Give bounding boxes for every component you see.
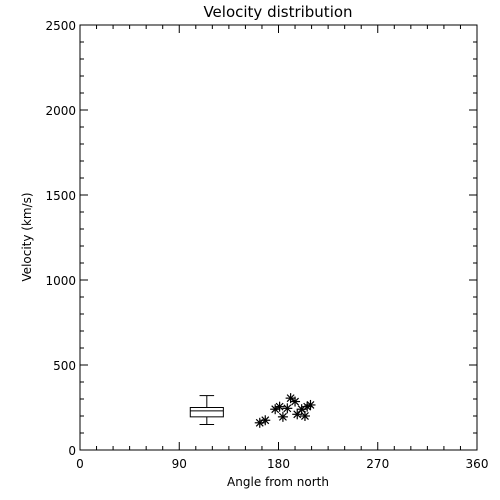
- y-tick-label: 1500: [45, 189, 76, 203]
- x-tick-label: 360: [466, 457, 489, 471]
- scatter-points: [254, 393, 316, 428]
- data-point-asterisk: [290, 396, 301, 407]
- data-point-asterisk: [305, 399, 316, 410]
- y-axis-ticks: 0 500 1000 1500 2000 2500: [45, 19, 477, 458]
- data-point-asterisk: [282, 403, 293, 414]
- y-tick-label: 2000: [45, 104, 76, 118]
- y-tick-label: 0: [68, 444, 76, 458]
- x-tick-label: 270: [366, 457, 389, 471]
- chart-title: Velocity distribution: [203, 3, 352, 21]
- data-point-asterisk: [302, 401, 313, 412]
- data-point-asterisk: [274, 401, 285, 412]
- y-tick-label: 1000: [45, 274, 76, 288]
- x-tick-label: 180: [267, 457, 290, 471]
- boxplot-box: [189, 407, 224, 418]
- boxplot-layer: [189, 395, 224, 425]
- y-tick-label: 500: [53, 359, 76, 373]
- x-axis-ticks: 0 90 180 270 360: [76, 25, 488, 471]
- y-axis-label: Velocity (km/s): [20, 192, 34, 281]
- plot-frame: [79, 24, 478, 451]
- data-point-asterisk: [299, 411, 310, 421]
- data-point-asterisk: [260, 415, 271, 426]
- x-tick-label: 0: [76, 457, 84, 471]
- x-axis-label: Angle from north: [227, 475, 329, 489]
- data-point-asterisk: [277, 411, 288, 422]
- y-tick-label: 2500: [45, 19, 76, 33]
- x-tick-label: 90: [172, 457, 187, 471]
